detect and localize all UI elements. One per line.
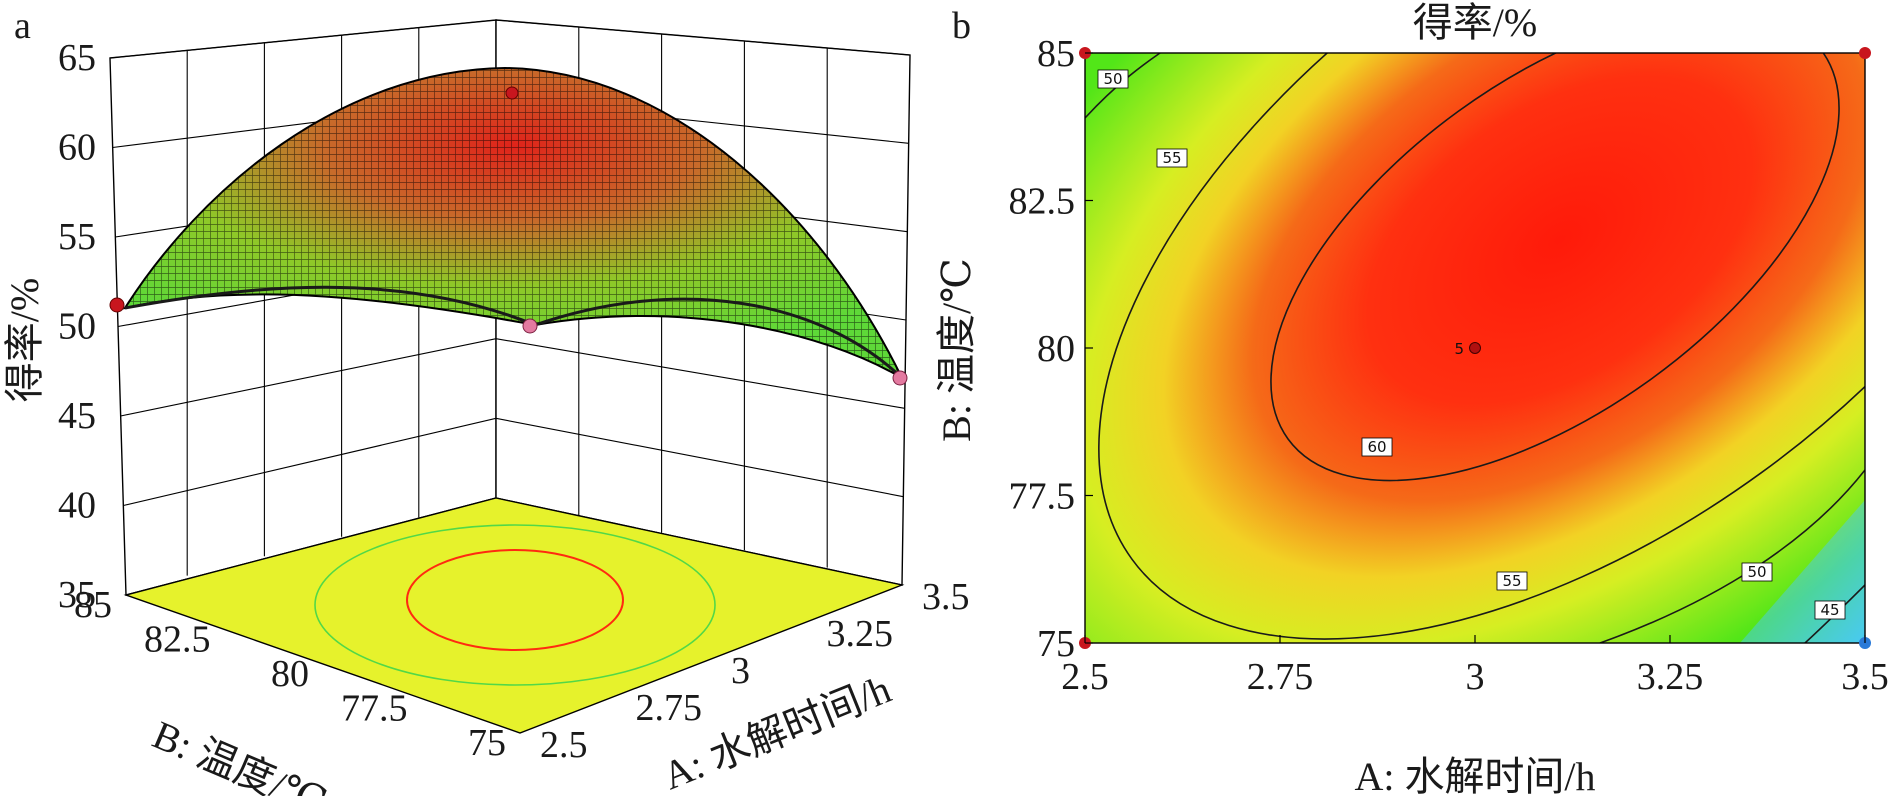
contour-y-tick-label: 80 (1037, 328, 1075, 370)
contour-x-tick-label: 2.75 (1247, 656, 1314, 698)
contour-y-tick-label: 85 (1037, 33, 1075, 75)
wall-grid-line (123, 417, 904, 507)
contour-y-ticks: 75 77.5 80 82.5 85 (1009, 33, 1093, 665)
y-tick-label: 77.5 (341, 688, 408, 730)
y-tick-label: 85 (74, 584, 112, 626)
y-tick-labels: 75 77.5 80 82.5 85 (74, 584, 506, 764)
y-tick-label: 82.5 (144, 619, 211, 661)
y-tick-label: 80 (271, 653, 309, 695)
design-point (505, 86, 519, 100)
contour-label-group: 50 55 60 55 50 45 (1097, 69, 1846, 620)
contour-50-topleft (1085, 53, 1161, 119)
x-tick-label: 3.5 (922, 576, 970, 618)
panel-a-letter: a (14, 5, 31, 47)
z-axis-label: 得率/% (2, 278, 47, 402)
contour-label: 55 (1502, 572, 1521, 590)
z-tick-labels: 35 40 45 50 55 60 65 (58, 37, 96, 616)
contour-title: 得率/% (1413, 0, 1537, 45)
floor-contour-red (406, 549, 624, 651)
center-design-point (1469, 342, 1481, 354)
design-point (522, 318, 538, 334)
z-tick-label: 60 (58, 127, 96, 169)
panel-a: a 35 40 45 50 55 60 65 75 77.5 80 82.5 85 2.5 2.75 3… (2, 5, 970, 796)
contour-y-axis-label: B: 温度/℃ (934, 258, 979, 442)
contour-label: 45 (1820, 601, 1839, 619)
panel-b-letter: b (952, 5, 971, 47)
z-tick-label: 35 (58, 574, 96, 616)
design-point (892, 370, 908, 386)
y-axis-label: B: 温度/℃ (146, 712, 333, 796)
z-tick-label: 50 (58, 306, 96, 348)
z-tick-label: 45 (58, 395, 96, 437)
z-tick-label: 55 (58, 216, 96, 258)
z-tick-label: 65 (58, 37, 96, 79)
contour-x-ticks: 2.5 2.75 3 3.25 3.5 (1061, 635, 1889, 698)
x-tick-label: 2.75 (636, 687, 703, 729)
y-tick-label: 75 (468, 722, 506, 764)
design-point (109, 297, 125, 313)
contour-label: 50 (1747, 563, 1766, 581)
wall-grid-line (109, 19, 911, 59)
z-tick-label: 40 (58, 485, 96, 527)
contour-y-tick-label: 75 (1037, 623, 1075, 665)
contour-x-tick-label: 3.5 (1841, 656, 1889, 698)
contour-label: 50 (1103, 70, 1122, 88)
heatmap-area: 50 55 60 55 50 45 5 (1085, 53, 1865, 643)
floor-projection (123, 497, 905, 734)
contour-x-tick-label: 3 (1466, 656, 1485, 698)
contour-y-tick-label: 82.5 (1009, 181, 1076, 223)
contour-x-tick-label: 3.25 (1637, 656, 1704, 698)
contour-label: 55 (1162, 149, 1181, 167)
x-axis-label: A: 水解时间/h (657, 666, 897, 796)
contour-55 (1098, 53, 1865, 640)
x-tick-label: 2.5 (540, 724, 588, 766)
floor-contour-green (314, 524, 716, 686)
panel-b: b 得率/% 50 55 60 55 (934, 0, 1889, 796)
contour-x-axis-label: A: 水解时间/h (1354, 754, 1595, 796)
contour-x-tick-label: 2.5 (1061, 656, 1109, 698)
center-point-label: 5 (1454, 340, 1464, 358)
x-tick-labels: 2.5 2.75 3 3.25 3.5 (540, 576, 970, 766)
x-tick-label: 3 (731, 650, 750, 692)
contour-y-tick-label: 77.5 (1009, 476, 1076, 518)
contour-label: 60 (1367, 438, 1386, 456)
wall-grid-line (120, 338, 905, 417)
corner-design-point (1859, 47, 1871, 59)
x-tick-label: 3.25 (827, 613, 894, 655)
contour-60 (1270, 53, 1840, 482)
